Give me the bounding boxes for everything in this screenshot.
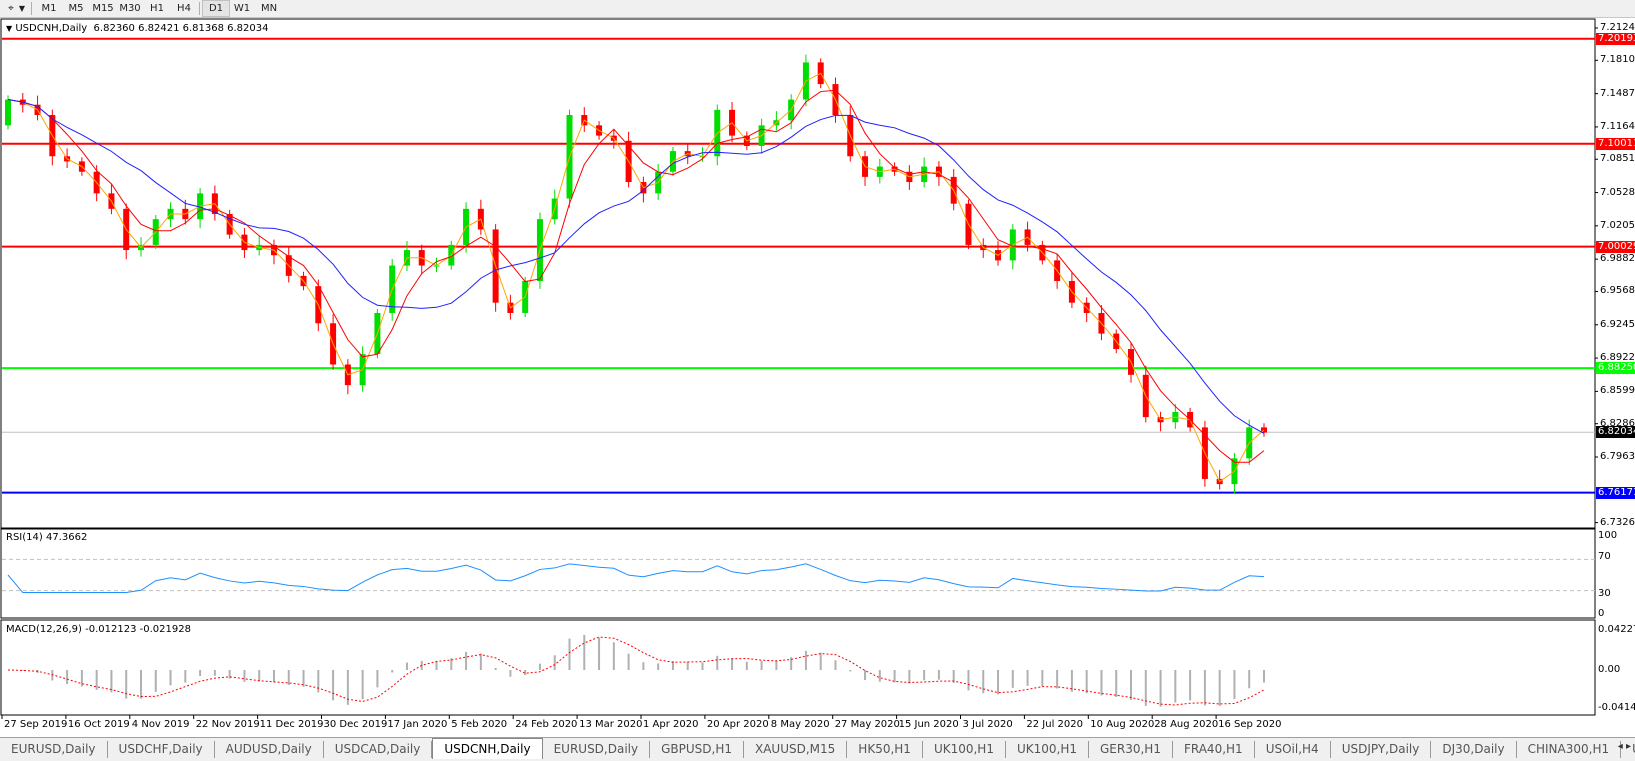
timeframe-button-m30[interactable]: M30 (119, 3, 141, 14)
date-tick-label: 22 Nov 2019 (195, 719, 260, 730)
date-tick-label: 17 Jan 2020 (387, 719, 448, 730)
date-tick-label: 16 Oct 2019 (67, 719, 130, 730)
rsi-tick-label: 100 (1598, 530, 1618, 541)
date-tick-label: 8 May 2020 (770, 719, 830, 730)
chart-tab[interactable]: USOil,H (1621, 741, 1635, 758)
tab-scroll-arrows[interactable]: ◂ ▸ (1617, 741, 1631, 752)
date-tick-label: 10 Aug 2020 (1090, 719, 1155, 730)
timeframe-button-m1[interactable]: M1 (41, 3, 57, 14)
chart-tabs: EURUSD,Daily USDCHF,Daily AUDUSD,Daily USDC… (0, 737, 1635, 761)
date-tick-label: 4 Nov 2019 (131, 719, 190, 730)
candle-body (5, 99, 11, 126)
chart-tab[interactable]: USDCNH,Daily (432, 737, 543, 759)
chart-tab[interactable]: HK50,H1 (847, 741, 923, 758)
chart-tab[interactable]: EURUSD,Daily (0, 741, 108, 758)
ma-mid-line (7, 89, 1265, 463)
price-tick-label: 6.73265 (1600, 516, 1635, 528)
timeframe-button-m5[interactable]: M5 (68, 3, 84, 14)
rsi-line (7, 563, 1265, 594)
date-tick-label: 28 Aug 2020 (1154, 719, 1219, 730)
dropdown-arrow-icon[interactable]: ▼ (18, 4, 26, 13)
ma-slow-line (7, 99, 1265, 434)
macd-label: MACD(12,26,9) -0.012123 -0.021928 (6, 624, 191, 635)
price-tick-label: 7.05280 (1600, 186, 1635, 198)
price-tick-label: 7.21240 (1600, 22, 1635, 33)
rsi-label: RSI(14) 47.3662 (6, 532, 88, 543)
price-tick-label: 6.95685 (1600, 285, 1635, 297)
chart-tab[interactable]: USDJPY,Daily (1331, 741, 1432, 758)
timeframe-button-w1[interactable]: W1 (233, 3, 251, 14)
rsi-tick-label: 30 (1598, 588, 1611, 599)
price-tick-label: 7.14875 (1600, 87, 1635, 99)
ma-fast-line (7, 72, 1265, 483)
chart-tab[interactable]: GER30,H1 (1089, 741, 1173, 758)
chart-tab[interactable]: USDCHF,Daily (108, 741, 215, 758)
ohlc-values: 6.82360 6.82421 6.81368 6.82034 (93, 23, 269, 34)
chart-tab[interactable]: XAUUSD,M15 (744, 741, 848, 758)
chart-tab[interactable]: USOil,H4 (1255, 741, 1331, 758)
price-tick-label: 7.11645 (1600, 120, 1635, 132)
date-tick-label: 5 Feb 2020 (451, 719, 508, 730)
macd-signal-line (7, 636, 1265, 706)
candle-body (1261, 427, 1267, 433)
chart-tab[interactable]: FRA40,H1 (1173, 741, 1255, 758)
timeframe-button-h1[interactable]: H1 (150, 3, 164, 14)
chart-title: ▼ USDCNH,Daily 6.82360 6.82421 6.81368 6… (6, 23, 269, 34)
price-tick-label: 6.89225 (1600, 352, 1635, 364)
collapse-triangle-icon[interactable]: ▼ (6, 24, 13, 33)
macd-pane-frame (0, 619, 1596, 716)
price-tick-label: 7.18105 (1600, 54, 1635, 66)
chart-tab[interactable]: UK100,H1 (923, 741, 1006, 758)
macd-tick-label: -0.04148 (1598, 702, 1635, 713)
toolbar-grip (31, 2, 32, 15)
rsi-pane-frame (0, 528, 1596, 619)
date-tick-label: 16 Sep 2020 (1218, 719, 1282, 730)
timeframe-toolbar: ⌖ ▼ M1 M5 M15 M30 H1 H4 D1 W1 MN (0, 0, 1635, 18)
date-tick-label: 24 Feb 2020 (515, 719, 578, 730)
timeframe-button-d1[interactable]: D1 (202, 0, 230, 17)
date-tick-label: 1 Apr 2020 (643, 719, 699, 730)
date-tick-label: 27 Sep 2019 (4, 719, 68, 730)
chart-tab[interactable]: EURUSD,Daily (543, 741, 651, 758)
chart-tab[interactable]: DJ30,Daily (1431, 741, 1517, 758)
chart-tab[interactable]: UK100,H1 (1006, 741, 1089, 758)
date-tick-label: 13 Mar 2020 (579, 719, 643, 730)
chart-tab[interactable]: USDCAD,Daily (324, 741, 433, 758)
chart-tab[interactable]: GBPUSD,H1 (650, 741, 744, 758)
date-tick-label: 27 May 2020 (834, 719, 900, 730)
toolbar-separator (199, 2, 200, 15)
rsi-tick-label: 70 (1598, 551, 1611, 562)
date-tick-label: 11 Dec 2019 (259, 719, 324, 730)
price-tick-label: 6.82860 (1600, 417, 1635, 429)
price-tick-label: 7.02050 (1600, 219, 1635, 231)
level-price-tag: 7.00029 (1596, 240, 1635, 253)
price-tick-label: 6.92455 (1600, 318, 1635, 330)
rsi-tick-label: 0 (1598, 608, 1605, 619)
date-tick-label: 15 Jun 2020 (898, 719, 959, 730)
level-price-tag: 6.88250 (1596, 362, 1635, 375)
macd-tick-label: 0.042275 (1598, 624, 1635, 635)
chart-tab[interactable]: AUDUSD,Daily (215, 741, 324, 758)
timeframe-button-mn[interactable]: MN (260, 3, 278, 14)
date-tick-label: 30 Dec 2019 (323, 719, 388, 730)
date-tick-label: 22 Jul 2020 (1026, 719, 1083, 730)
main-pane-frame (0, 18, 1596, 529)
macd-tick-label: 0.00 (1598, 664, 1621, 675)
price-tick-label: 7.08510 (1600, 153, 1635, 165)
level-price-tag: 7.10011 (1596, 137, 1635, 150)
price-tick-label: 6.98820 (1600, 253, 1635, 265)
price-tick-label: 6.79630 (1600, 450, 1635, 462)
price-tick-label: 6.85995 (1600, 385, 1635, 397)
timeframe-button-h4[interactable]: H4 (177, 3, 191, 14)
level-price-tag: 6.82034 (1596, 426, 1635, 439)
timeframe-button-m15[interactable]: M15 (92, 3, 114, 14)
date-tick-label: 3 Jul 2020 (962, 719, 1013, 730)
chart-tools-icon[interactable]: ⌖ (8, 3, 14, 14)
chart-tab[interactable]: CHINA300,H1 (1517, 741, 1622, 758)
date-tick-label: 20 Apr 2020 (706, 719, 769, 730)
symbol-label: USDCNH,Daily (15, 23, 88, 34)
